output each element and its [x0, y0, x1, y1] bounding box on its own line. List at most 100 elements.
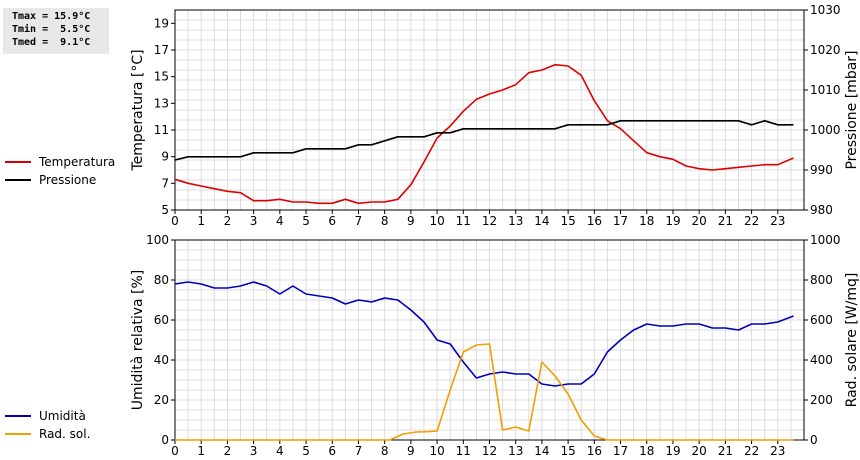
- x-tick-label: 5: [302, 444, 310, 458]
- y-tick-label: 19: [154, 16, 169, 30]
- y-axis-title: Temperatura [°C]: [130, 49, 146, 171]
- x-tick-label: 1: [197, 444, 205, 458]
- y-tick-label: 5: [161, 203, 169, 217]
- x-tick-label: 0: [171, 444, 179, 458]
- x-tick-label: 14: [534, 214, 549, 228]
- legend-top: Temperatura Pressione: [5, 153, 115, 189]
- y-tick-label: 13: [154, 96, 169, 110]
- y-tick-label: 60: [154, 313, 169, 327]
- y2-tick-label: 800: [810, 273, 833, 287]
- x-tick-label: 1: [197, 214, 205, 228]
- y2-tick-label: 1000: [810, 233, 841, 247]
- y2-tick-label: 400: [810, 353, 833, 367]
- x-tick-label: 4: [276, 214, 284, 228]
- x-tick-label: 23: [770, 214, 785, 228]
- x-tick-label: 15: [560, 444, 575, 458]
- y-axis-title: Umidità relativa [%]: [130, 270, 146, 411]
- y-tick-label: 9: [161, 150, 169, 164]
- y2-tick-label: 1000: [810, 123, 841, 137]
- legend-label: Pressione: [39, 173, 97, 187]
- x-tick-label: 17: [613, 214, 628, 228]
- y-tick-label: 40: [154, 353, 169, 367]
- x-tick-label: 17: [613, 444, 628, 458]
- x-tick-label: 21: [718, 444, 733, 458]
- x-tick-label: 4: [276, 444, 284, 458]
- x-tick-label: 16: [587, 214, 602, 228]
- y2-axis-title: Rad. solare [W/mq]: [844, 273, 860, 408]
- series-line-1: [175, 343, 794, 441]
- series-line-0: [174, 63, 794, 205]
- x-tick-label: 8: [381, 214, 389, 228]
- x-tick-label: 22: [744, 444, 759, 458]
- y2-tick-label: 980: [810, 203, 833, 217]
- stat-tmed: Tmed = 9.1°C: [12, 37, 91, 48]
- y2-tick-label: 1020: [810, 43, 841, 57]
- y-tick-label: 0: [161, 433, 169, 447]
- x-tick-label: 18: [639, 444, 654, 458]
- legend-item-umidita: Umidità: [5, 407, 90, 425]
- x-tick-label: 13: [508, 444, 523, 458]
- stat-tmin: Tmin = 5.5°C: [12, 24, 91, 35]
- legend-label: Umidità: [39, 409, 86, 423]
- stats-box: Tmax = 15.9°C Tmin = 5.5°C Tmed = 9.1°C: [3, 8, 109, 54]
- x-tick-label: 20: [692, 444, 707, 458]
- legend-item-pressione: Pressione: [5, 171, 115, 189]
- y2-tick-label: 990: [810, 163, 833, 177]
- legend-bottom: Umidità Rad. sol.: [5, 407, 90, 443]
- x-tick-label: 16: [587, 444, 602, 458]
- y2-axis-title: Pressione [mbar]: [844, 50, 860, 169]
- legend-item-rad-sol: Rad. sol.: [5, 425, 90, 443]
- y-tick-label: 20: [154, 393, 169, 407]
- x-tick-label: 8: [381, 444, 389, 458]
- x-tick-label: 20: [692, 214, 707, 228]
- y-tick-label: 17: [154, 43, 169, 57]
- x-tick-label: 3: [250, 444, 258, 458]
- series-line-1: [174, 120, 794, 161]
- x-tick-label: 2: [224, 444, 232, 458]
- y2-tick-label: 600: [810, 313, 833, 327]
- x-tick-label: 7: [355, 214, 363, 228]
- y-tick-label: 100: [146, 233, 169, 247]
- x-tick-label: 13: [508, 214, 523, 228]
- x-tick-label: 5: [302, 214, 310, 228]
- x-tick-label: 15: [560, 214, 575, 228]
- x-tick-label: 10: [429, 444, 444, 458]
- x-tick-label: 22: [744, 214, 759, 228]
- legend-label: Temperatura: [39, 155, 116, 169]
- x-tick-label: 21: [718, 214, 733, 228]
- y-tick-label: 11: [154, 123, 169, 137]
- stat-tmax: Tmax = 15.9°C: [12, 11, 91, 22]
- y2-tick-label: 200: [810, 393, 833, 407]
- x-tick-label: 10: [429, 214, 444, 228]
- legend-swatch: [5, 161, 31, 163]
- x-tick-label: 6: [328, 214, 336, 228]
- legend-swatch: [5, 415, 31, 417]
- y-tick-label: 7: [161, 176, 169, 190]
- series-line-0: [174, 281, 794, 387]
- x-tick-label: 6: [328, 444, 336, 458]
- y2-tick-label: 1030: [810, 3, 841, 17]
- x-tick-label: 9: [407, 444, 415, 458]
- x-tick-label: 19: [665, 444, 680, 458]
- legend-label: Rad. sol.: [39, 427, 91, 441]
- x-tick-label: 18: [639, 214, 654, 228]
- x-tick-label: 3: [250, 214, 258, 228]
- x-tick-label: 9: [407, 214, 415, 228]
- x-tick-label: 12: [482, 444, 497, 458]
- x-tick-label: 14: [534, 444, 549, 458]
- y2-tick-label: 0: [810, 433, 818, 447]
- legend-swatch: [5, 433, 31, 435]
- legend-swatch: [5, 179, 31, 181]
- x-tick-label: 0: [171, 214, 179, 228]
- x-tick-label: 19: [665, 214, 680, 228]
- x-tick-label: 2: [224, 214, 232, 228]
- x-tick-label: 7: [355, 444, 363, 458]
- x-tick-label: 12: [482, 214, 497, 228]
- x-tick-label: 11: [456, 444, 471, 458]
- x-tick-label: 11: [456, 214, 471, 228]
- y-tick-label: 80: [154, 273, 169, 287]
- legend-item-temperatura: Temperatura: [5, 153, 115, 171]
- y-tick-label: 15: [154, 70, 169, 84]
- x-tick-label: 23: [770, 444, 785, 458]
